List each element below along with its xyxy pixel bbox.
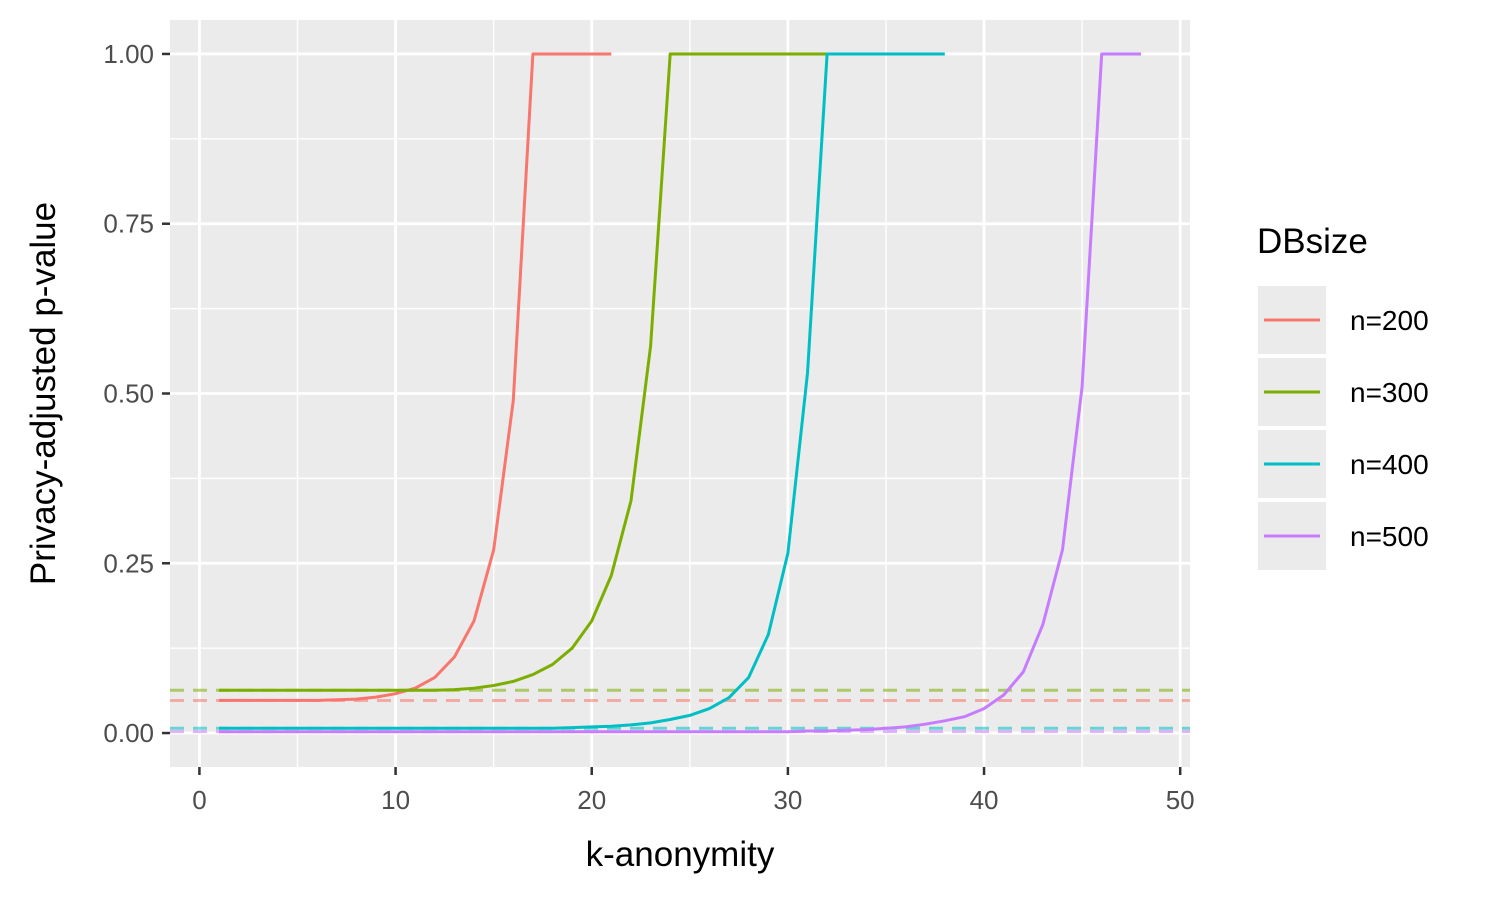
x-tick-label: 50 — [1166, 785, 1195, 815]
series-line-n=300 — [219, 52, 828, 692]
y-tick-label: 0.75 — [103, 209, 154, 239]
series-lines — [219, 52, 1141, 734]
y-tick-label: 1.00 — [103, 39, 154, 69]
legend: DBsize n=200 n=300 n=400 n=500 — [1257, 222, 1429, 570]
legend-label: n=500 — [1350, 521, 1429, 552]
x-tick-label: 30 — [773, 785, 802, 815]
x-tick-label: 20 — [577, 785, 606, 815]
series-line-n=200 — [219, 52, 612, 702]
y-tick-label: 0.25 — [103, 548, 154, 578]
x-tick-label: 10 — [381, 785, 410, 815]
legend-label: n=200 — [1350, 305, 1429, 336]
x-tick-label: 0 — [192, 785, 206, 815]
y-tick-label: 0.50 — [103, 379, 154, 409]
y-axis-title: Privacy-adjusted p-value — [24, 202, 63, 585]
legend-title: DBsize — [1257, 222, 1368, 261]
x-axis: 0 10 20 30 40 50 — [192, 767, 1195, 815]
series-line-n=500 — [219, 52, 1141, 734]
y-tick-label: 0.00 — [103, 718, 154, 748]
y-axis: 0.00 0.25 0.50 0.75 1.00 — [103, 39, 170, 748]
series-line-n=400 — [219, 52, 945, 730]
legend-label: n=400 — [1350, 449, 1429, 480]
x-tick-label: 40 — [970, 785, 999, 815]
legend-label: n=300 — [1350, 377, 1429, 408]
x-axis-title: k-anonymity — [586, 835, 775, 874]
